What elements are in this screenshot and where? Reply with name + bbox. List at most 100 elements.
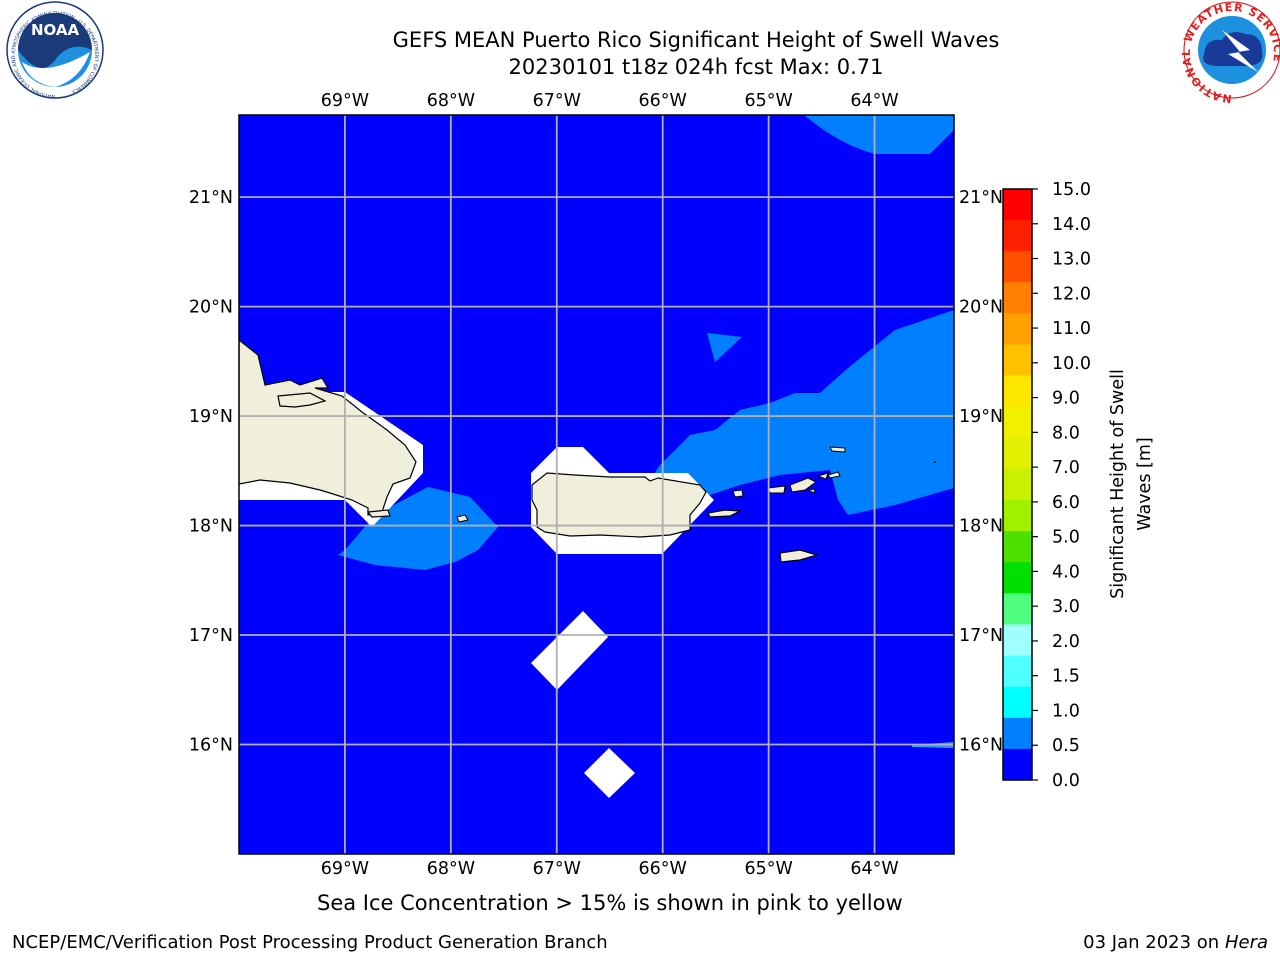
colorbar-segment — [1003, 406, 1032, 439]
lat-tick-label-right: 21°N — [959, 188, 1003, 208]
colorbar-segment — [1003, 655, 1032, 688]
colorbar-tick-label: 8.0 — [1052, 423, 1080, 443]
lon-tick-label-top: 69°W — [321, 91, 369, 111]
colorbar-segment — [1003, 251, 1032, 283]
mask-caribbean-1 — [531, 611, 608, 690]
sea-ice-caption: Sea Ice Concentration > 15% is shown in … — [317, 891, 903, 915]
longitude-labels-bottom: 69°W 68°W 67°W 66°W 65°W 64°W — [321, 859, 899, 879]
colorbar-tick-label: 14.0 — [1052, 215, 1091, 235]
colorbar-segment — [1003, 375, 1032, 408]
colorbar-tick-label: 11.0 — [1052, 319, 1091, 339]
colorbar-tick-label: 1.5 — [1052, 667, 1080, 687]
colorbar-tick-label: 3.0 — [1052, 597, 1080, 617]
colorbar-segment — [1003, 624, 1032, 657]
mask-caribbean-2 — [584, 748, 635, 798]
colorbar-segment — [1003, 468, 1032, 501]
land-st-john-tortola — [789, 477, 817, 493]
colorbar-frame — [1002, 188, 1033, 781]
lon-tick-label-bottom: 67°W — [533, 859, 581, 879]
lon-tick-label-top: 67°W — [533, 91, 581, 111]
noaa-logo-text: NOAA — [31, 21, 80, 39]
lon-tick-label-bottom: 66°W — [639, 859, 687, 879]
colorbar-segment — [1003, 220, 1032, 252]
chart-title: GEFS MEAN Puerto Rico Significant Height… — [392, 28, 1000, 52]
lat-tick-label-right: 19°N — [959, 407, 1003, 427]
nws-logo: NATIONAL WEATHER SERVICE — [1180, 1, 1280, 105]
colorbar-segment — [1003, 189, 1032, 221]
land-virgin-gorda — [816, 472, 829, 480]
lon-tick-label-top: 66°W — [639, 91, 687, 111]
lon-tick-label-bottom: 68°W — [427, 859, 475, 879]
gridlines — [239, 115, 954, 854]
map-plot-area — [239, 115, 954, 854]
noaa-logo: NOAA NATIONAL OCEANIC AND ATMOSPHERIC AD… — [6, 1, 104, 99]
swell-region-patch-north — [707, 333, 742, 362]
swell-region-northeast-corner — [804, 115, 954, 154]
colorbar-tick-label: 6.0 — [1052, 493, 1080, 513]
land-sombrero — [827, 471, 841, 479]
lat-tick-label-left: 16°N — [189, 736, 233, 756]
lon-tick-label-bottom: 65°W — [744, 859, 792, 879]
land-saona-island — [366, 509, 391, 518]
lon-tick-label-bottom: 64°W — [850, 859, 898, 879]
colorbar-segment — [1003, 593, 1032, 625]
colorbar-segment — [1003, 282, 1032, 314]
colorbar-tick-label: 4.0 — [1052, 562, 1080, 582]
colorbar-tick-label: 10.0 — [1052, 354, 1091, 374]
lat-tick-label-left: 21°N — [189, 188, 233, 208]
land-culebra — [732, 489, 744, 498]
chart-subtitle: 20230101 t18z 024h fcst Max: 0.71 — [508, 55, 884, 79]
lon-tick-label-top: 64°W — [850, 91, 898, 111]
lat-tick-label-left: 18°N — [189, 517, 233, 537]
colorbar-segment — [1003, 531, 1032, 563]
lon-tick-label-bottom: 69°W — [321, 859, 369, 879]
colorbar-segment — [1003, 717, 1032, 750]
lat-tick-label-right: 18°N — [959, 517, 1003, 537]
latitude-labels-right: 21°N 20°N 19°N 18°N 17°N 16°N — [959, 188, 1003, 755]
lat-tick-label-left: 20°N — [189, 298, 233, 318]
land-catalina-island — [456, 514, 469, 523]
footer-branch: NCEP/EMC/Verification Post Processing Pr… — [12, 932, 608, 953]
land-st-croix — [779, 549, 820, 563]
footer-date-text: 03 Jan 2023 on — [1083, 932, 1225, 953]
lon-tick-label-top: 65°W — [744, 91, 792, 111]
colorbar-tick-label: 0.5 — [1052, 736, 1080, 756]
lat-tick-label-right: 17°N — [959, 626, 1003, 646]
footer-host: Hera — [1224, 932, 1268, 953]
lat-tick-label-left: 19°N — [189, 407, 233, 427]
colorbar-tick-label: 13.0 — [1052, 250, 1091, 270]
colorbar-tick-label: 9.0 — [1052, 389, 1080, 409]
colorbar-label-line2: Waves [m] — [1135, 437, 1155, 530]
lon-tick-label-top: 68°W — [427, 91, 475, 111]
colorbar-tick-label: 7.0 — [1052, 458, 1080, 478]
colorbar-segment — [1003, 686, 1032, 719]
colorbar-tick-label: 1.0 — [1052, 701, 1080, 721]
land-hispaniola — [239, 339, 417, 516]
land-vieques — [707, 509, 743, 518]
swell-region-east — [650, 310, 954, 515]
colorbar: 15.0 14.0 13.0 12.0 11.0 10.0 9.0 8.0 7.0 6.0 5.0 4… — [1002, 180, 1091, 791]
land-small-islet — [934, 461, 936, 463]
colorbar-segment — [1003, 562, 1032, 594]
lat-tick-label-right: 20°N — [959, 298, 1003, 318]
colorbar-tick-label: 0.0 — [1052, 771, 1080, 791]
lat-tick-label-right: 16°N — [959, 736, 1003, 756]
land-anegada — [829, 446, 846, 453]
map-frame — [238, 114, 955, 855]
colorbar-segment — [1003, 437, 1032, 470]
longitude-labels-top: 69°W 68°W 67°W 66°W 65°W 64°W — [321, 91, 899, 111]
colorbar-tick-label: 5.0 — [1052, 528, 1080, 548]
colorbar-segment — [1003, 344, 1032, 377]
footer-date: 03 Jan 2023 on Hera — [1083, 932, 1268, 953]
latitude-labels-left: 21°N 20°N 19°N 18°N 17°N 16°N — [189, 188, 233, 755]
land-small-virgin-isle — [806, 488, 816, 494]
land-puerto-rico — [531, 472, 707, 538]
colorbar-label-line1: Significant Height of Swell — [1108, 369, 1128, 599]
land-tortuga-island — [277, 392, 327, 408]
colorbar-segment — [1003, 313, 1032, 346]
colorbar-segment — [1003, 748, 1032, 781]
colorbar-tick-label: 2.0 — [1052, 632, 1080, 652]
colorbar-segment — [1003, 500, 1032, 532]
swell-region-south-hispaniola — [338, 487, 498, 570]
